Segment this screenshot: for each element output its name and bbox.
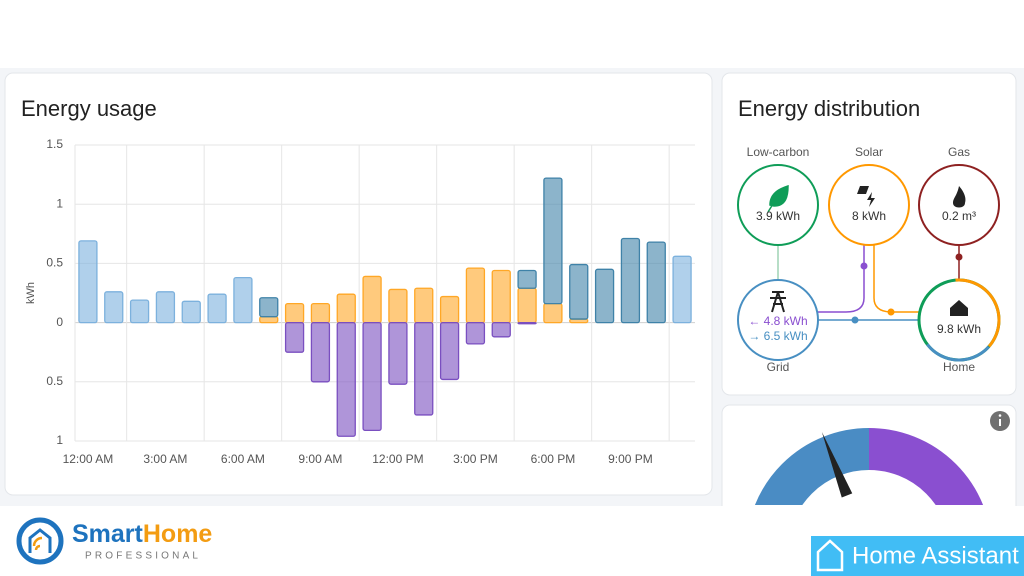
- node-label: Home: [943, 360, 975, 374]
- gauge-needle: [821, 431, 853, 498]
- bar: [465, 267, 486, 324]
- bar: [233, 276, 253, 324]
- x-tick-label: 12:00 AM: [63, 452, 114, 466]
- usage-card: [4, 72, 713, 496]
- x-tick-label: 9:00 PM: [608, 452, 653, 466]
- home-ring-solar: [917, 278, 1001, 362]
- card-title: Energy distribution: [738, 96, 920, 121]
- logo-house: [28, 528, 52, 553]
- bar: [517, 321, 537, 325]
- info-icon-dot: [998, 414, 1002, 417]
- bar: [284, 321, 305, 353]
- node-value: 9.8 kWh: [937, 322, 981, 336]
- flow-line: [818, 245, 865, 313]
- bar: [543, 177, 563, 305]
- x-tick-label: 3:00 AM: [143, 452, 187, 466]
- x-tick-label: 6:00 PM: [531, 452, 576, 466]
- bar: [414, 321, 434, 416]
- bar: [388, 321, 408, 385]
- node-label: Grid: [767, 360, 790, 374]
- gauge-arc: [868, 428, 992, 505]
- x-tick-label: 3:00 PM: [453, 452, 498, 466]
- x-tick-label: 6:00 AM: [221, 452, 265, 466]
- node-label: Gas: [948, 145, 970, 159]
- bar: [155, 291, 176, 324]
- gauge-arc: [746, 428, 870, 505]
- flow-dot: [851, 316, 859, 324]
- bar: [336, 321, 356, 437]
- bar: [284, 303, 305, 324]
- logo-text: SmartHome: [72, 520, 212, 548]
- bar: [491, 321, 511, 338]
- logo-sub: PROFESSIONAL: [85, 551, 201, 562]
- grid-returned: ← 4.8 kWh: [748, 314, 807, 328]
- node-label: Low-carbon: [747, 145, 810, 159]
- solar-icon: [857, 186, 875, 207]
- flow-dot: [955, 253, 963, 261]
- y-tick-label: 1: [56, 196, 63, 210]
- bar: [259, 316, 279, 324]
- tower-icon: [770, 291, 786, 313]
- bar: [129, 299, 150, 324]
- bar: [594, 268, 615, 324]
- y-tick-label: 0.5: [46, 374, 63, 388]
- gauge: [746, 428, 992, 505]
- bar: [388, 288, 408, 324]
- solar-node: [828, 164, 910, 246]
- x-tick-label: 12:00 PM: [372, 452, 423, 466]
- bar: [362, 321, 382, 431]
- flow-dot: [860, 262, 868, 270]
- y-tick-label: 1: [56, 433, 63, 447]
- bar: [78, 240, 98, 324]
- info-icon-bar: [999, 419, 1001, 426]
- bar: [259, 297, 279, 318]
- bar: [465, 321, 486, 345]
- bar: [362, 275, 382, 324]
- bar: [491, 269, 511, 324]
- bar: [310, 321, 331, 383]
- grid-node: [737, 279, 819, 361]
- node-value: 0.2 m³: [942, 209, 976, 223]
- ha-logo-text: Home Assistant: [852, 542, 1019, 569]
- node-value: 8 kWh: [852, 209, 886, 223]
- node-value: 3.9 kWh: [756, 209, 800, 223]
- bar: [414, 287, 434, 324]
- bar: [181, 300, 201, 324]
- home-ring-grid: [917, 278, 1001, 362]
- y-tick-label: 0.5: [46, 256, 63, 270]
- leaf-icon: [767, 184, 789, 213]
- bar: [104, 291, 124, 324]
- y-tick-label: 0: [56, 315, 63, 329]
- bar: [439, 321, 460, 381]
- flame-icon: [953, 186, 966, 208]
- logo-wifi: [32, 536, 43, 551]
- logo-ring: [16, 517, 64, 565]
- bar: [310, 303, 331, 324]
- bar: [646, 241, 666, 324]
- card-title: Energy usage: [21, 96, 157, 121]
- logo-home: Home: [143, 520, 213, 548]
- logo-smart: Smart: [72, 520, 144, 548]
- bar: [672, 255, 692, 324]
- y-axis-label: kWh: [25, 282, 37, 304]
- bar: [207, 293, 227, 324]
- house-icon: [950, 300, 968, 316]
- flow-dot: [887, 308, 895, 316]
- bar: [620, 237, 641, 324]
- bar: [517, 287, 537, 324]
- x-tick-label: 9:00 AM: [298, 452, 342, 466]
- grid-consumed: → 6.5 kWh: [748, 329, 807, 343]
- bar: [569, 263, 589, 320]
- node-label: Solar: [855, 145, 883, 159]
- ha-house: [816, 539, 844, 572]
- bar: [439, 295, 460, 324]
- bar: [336, 293, 356, 324]
- bar: [517, 269, 537, 289]
- ha-logo-bg: [811, 536, 1024, 576]
- y-tick-label: 1.5: [46, 137, 63, 151]
- bar: [543, 303, 563, 324]
